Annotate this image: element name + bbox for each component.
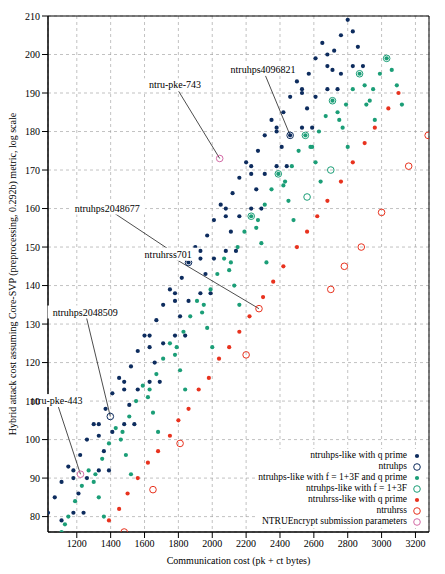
svg-text:210: 210: [25, 11, 40, 22]
svg-text:2400: 2400: [270, 538, 290, 549]
svg-text:2200: 2200: [236, 538, 256, 549]
svg-text:100: 100: [25, 434, 40, 445]
svg-text:3000: 3000: [372, 538, 392, 549]
svg-text:ntru-pke-743: ntru-pke-743: [149, 79, 201, 90]
svg-text:Hybrid attack cost assuming Co: Hybrid attack cost assuming Core-SVP (pr…: [8, 112, 19, 435]
svg-text:ntruhps4096821: ntruhps4096821: [231, 64, 296, 75]
svg-text:1800: 1800: [168, 538, 188, 549]
svg-text:2800: 2800: [338, 538, 358, 549]
html-text:ntruhps-like with q prime: ntruhps-like with q prime: [310, 450, 407, 460]
svg-text:2000: 2000: [202, 538, 222, 549]
svg-text:1200: 1200: [67, 538, 87, 549]
html-text:NTRUEncrypt submission paramet: NTRUEncrypt submission parameters: [261, 516, 407, 526]
html-text:ntruhps-like with f = 1+3F: ntruhps-like with f = 1+3F: [306, 483, 407, 493]
html-text:ntruhps: ntruhps: [378, 461, 407, 471]
svg-text:110: 110: [25, 396, 40, 407]
svg-text:200: 200: [25, 49, 40, 60]
svg-text:170: 170: [25, 165, 40, 176]
svg-text:1600: 1600: [135, 538, 155, 549]
html-text:ntruhrss-like with q prime: ntruhrss-like with q prime: [308, 494, 407, 504]
svg-text:Communication cost (pk + ct by: Communication cost (pk + ct bytes): [167, 555, 311, 566]
svg-text:ntru-pke-443: ntru-pke-443: [30, 395, 83, 407]
svg-text:120: 120: [25, 357, 40, 368]
svg-text:180: 180: [25, 126, 40, 137]
svg-text:1400: 1400: [101, 538, 121, 549]
svg-text:130: 130: [25, 319, 40, 330]
svg-text:160: 160: [25, 203, 40, 214]
svg-text:3200: 3200: [405, 538, 425, 549]
html-text:ntruhps-like with f = 1+3F and: ntruhps-like with f = 1+3F and q prime: [258, 472, 407, 482]
svg-text:2600: 2600: [304, 538, 324, 549]
svg-text:ntruhps2048509: ntruhps2048509: [53, 307, 118, 318]
svg-text:140: 140: [25, 280, 40, 291]
svg-text:ntruhps2048677: ntruhps2048677: [75, 203, 140, 214]
svg-text:150: 150: [25, 242, 40, 253]
svg-text:90: 90: [30, 473, 40, 484]
svg-text:80: 80: [30, 511, 40, 522]
svg-text:ntruhrss701: ntruhrss701: [145, 249, 192, 260]
svg-text:190: 190: [25, 88, 40, 99]
html-text:ntruhrss: ntruhrss: [376, 505, 407, 515]
